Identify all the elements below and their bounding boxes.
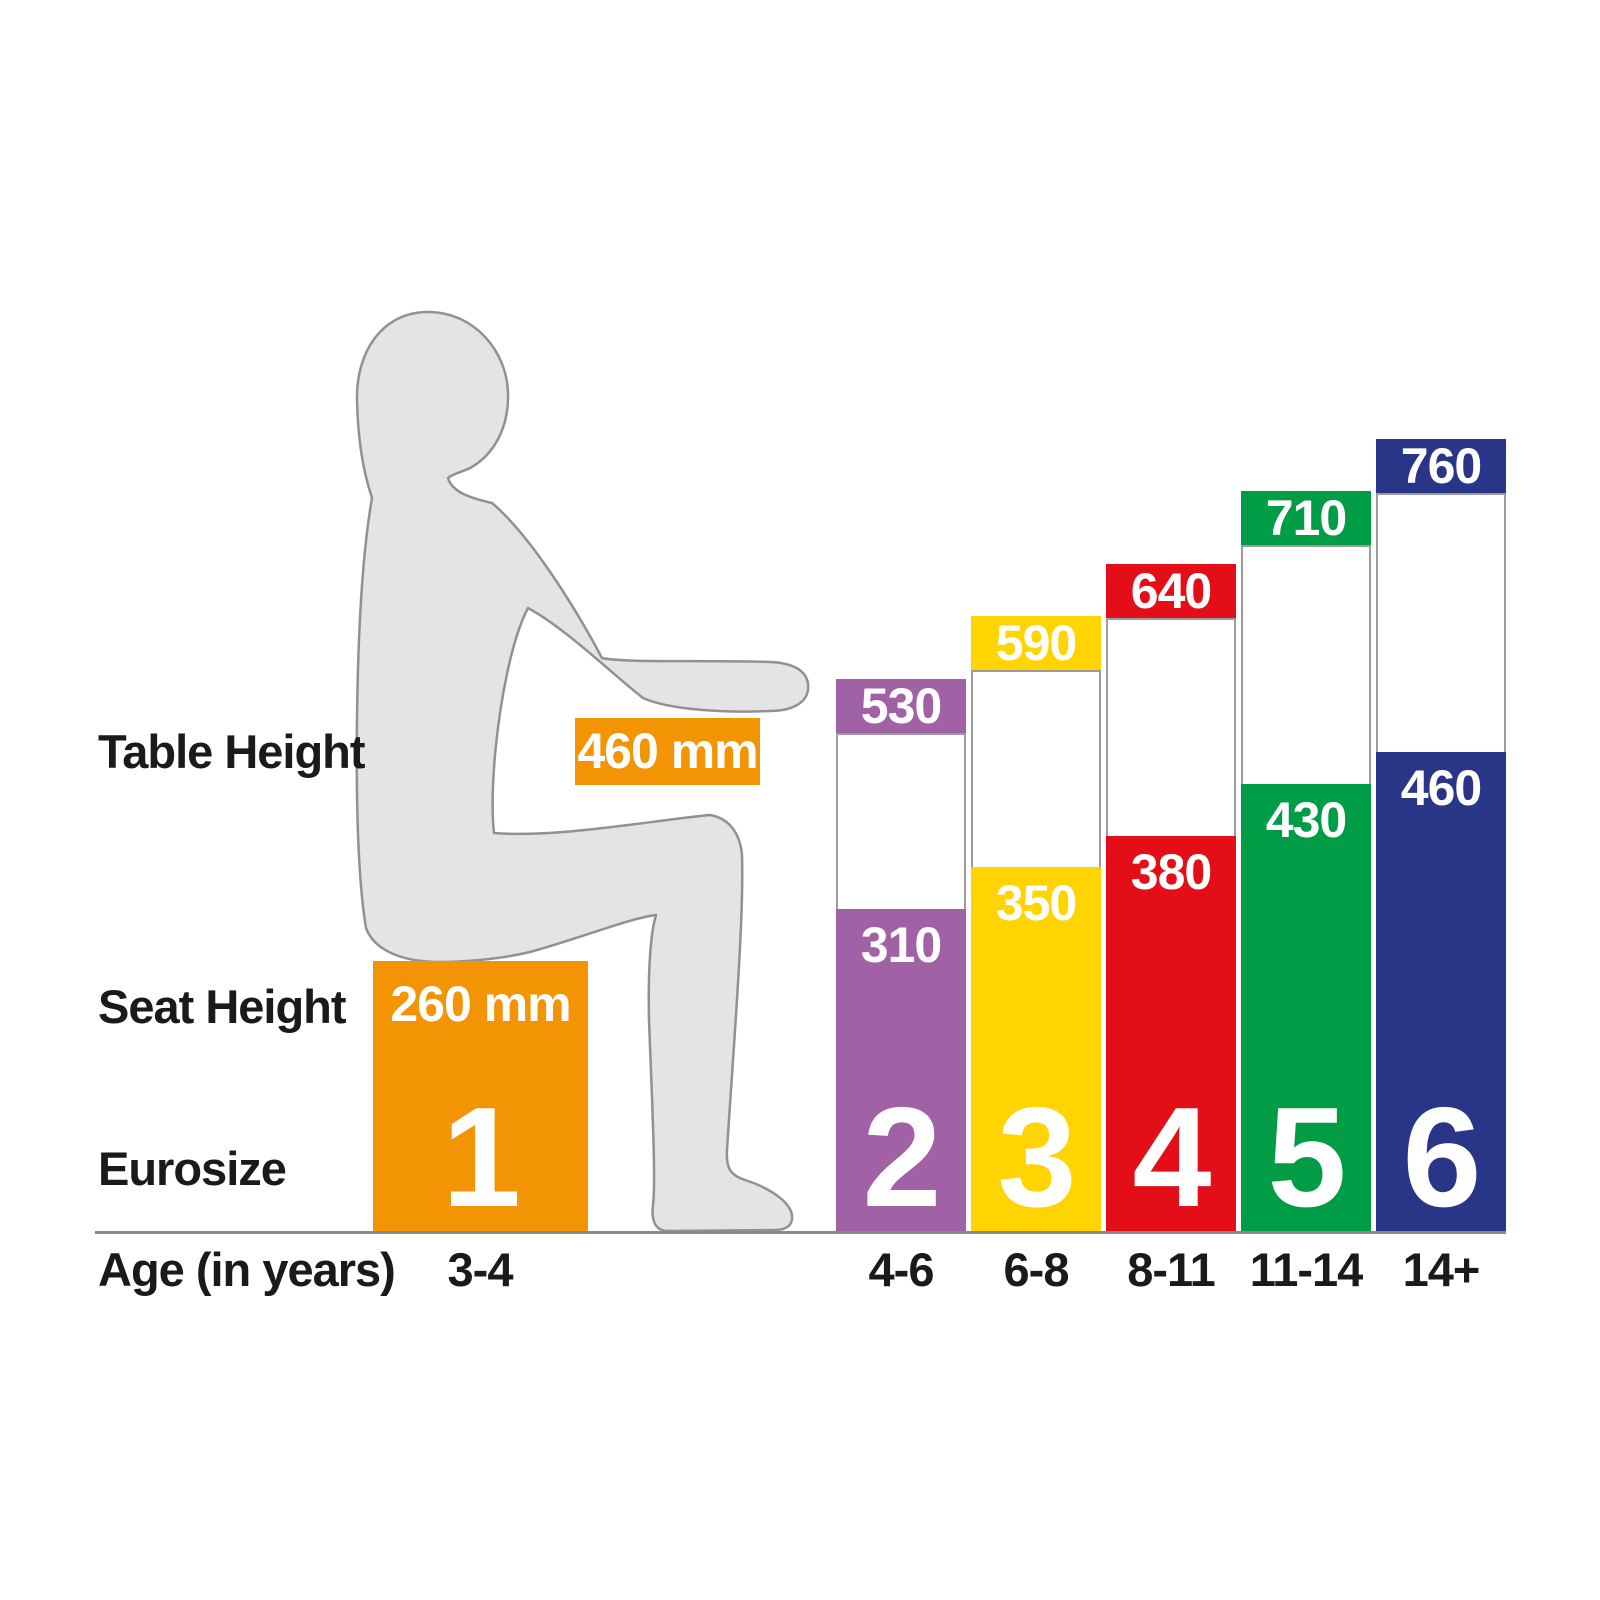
column-5-seat-block: 430 5 <box>1241 784 1371 1233</box>
column-2-gap <box>836 733 966 909</box>
column-6-eurosize-number: 6 <box>1402 1078 1482 1237</box>
column-5-table-height-band: 710 <box>1241 491 1371 545</box>
column-5-eurosize-number: 5 <box>1267 1078 1347 1237</box>
age-axis-label: Age (in years) <box>98 1243 396 1296</box>
size1-table-height-tag: 460 mm <box>575 718 760 785</box>
column-2-eurosize-number: 2 <box>862 1078 942 1237</box>
column-6-seat-block: 460 6 <box>1376 752 1506 1233</box>
age-label-14+: 14+ <box>1402 1243 1481 1296</box>
age-label-11-14: 11-14 <box>1249 1243 1364 1296</box>
column-5-gap <box>1241 545 1371 784</box>
column-4-seat-block: 380 4 <box>1106 836 1236 1233</box>
column-3-seat-height-value: 350 <box>995 875 1077 931</box>
column-3-eurosize-number: 3 <box>997 1078 1077 1237</box>
column-4-gap <box>1106 618 1236 836</box>
column-4-eurosize-number: 4 <box>1132 1078 1212 1237</box>
column-4-table-height-band: 640 <box>1106 564 1236 618</box>
age-label-6-8: 6-8 <box>1003 1243 1070 1296</box>
column-2-table-height-band: 530 <box>836 679 966 733</box>
column-6-table-height-band: 760 <box>1376 439 1506 493</box>
column-3-seat-block: 350 3 <box>971 867 1101 1233</box>
age-label-3-4: 3-4 <box>447 1243 514 1296</box>
silhouette-path <box>355 310 810 1233</box>
size1-eurosize-number: 1 <box>442 1078 521 1237</box>
table-height-label: Table Height <box>98 725 366 778</box>
column-2-seat-height-value: 310 <box>860 917 942 973</box>
size1-seat-block: 260 mm 1 <box>373 961 588 1233</box>
size1-seat-height-value: 260 mm <box>390 976 571 1032</box>
column-6-seat-height-value: 460 <box>1400 760 1482 816</box>
column-3-gap <box>971 670 1101 867</box>
column-5-seat-height-value: 430 <box>1265 792 1347 848</box>
age-label-8-11: 8-11 <box>1127 1243 1215 1296</box>
ground-baseline <box>95 1231 1506 1234</box>
seat-height-label: Seat Height <box>98 980 347 1033</box>
column-6-gap <box>1376 493 1506 752</box>
size1-table-height-value: 460 mm <box>577 723 758 779</box>
column-3-table-height-band: 590 <box>971 616 1101 670</box>
column-2-seat-block: 310 2 <box>836 909 966 1233</box>
eurosize-label: Eurosize <box>98 1142 287 1195</box>
column-4-seat-height-value: 380 <box>1130 844 1212 900</box>
age-label-4-6: 4-6 <box>868 1243 935 1296</box>
